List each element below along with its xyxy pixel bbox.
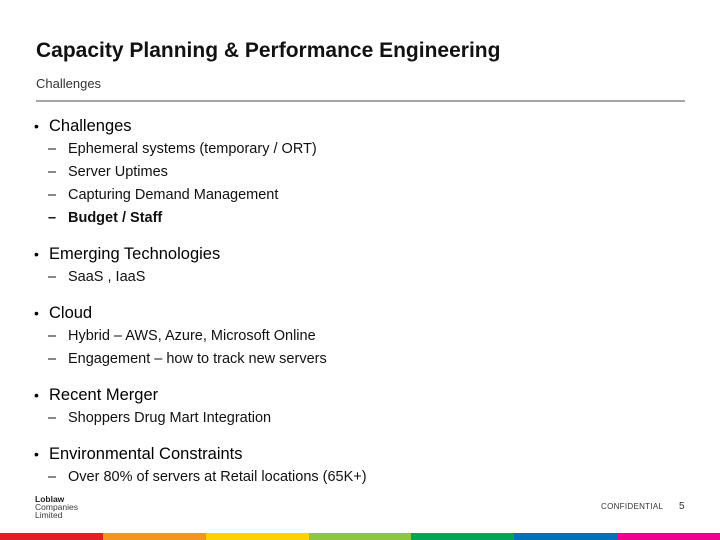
- bullet-dot-icon: •: [34, 305, 39, 321]
- bullet-item: • Cloud: [34, 303, 674, 325]
- bullet-heading: Recent Merger: [49, 386, 159, 404]
- sub-bullet-text: Shoppers Drug Mart Integration: [68, 410, 272, 426]
- bullet-heading: Environmental Constraints: [49, 445, 243, 463]
- sub-bullet-item: – Budget / Staff: [34, 208, 674, 231]
- sub-bullet-text: SaaS , IaaS: [68, 269, 146, 285]
- dash-icon: –: [48, 410, 57, 426]
- sub-bullet-text: Ephemeral systems (temporary / ORT): [68, 141, 317, 157]
- sub-bullet-text: Hybrid – AWS, Azure, Microsoft Online: [68, 328, 316, 344]
- bullet-section: • Environmental Constraints – Over 80% of s…: [34, 444, 674, 490]
- dash-icon: –: [48, 269, 57, 285]
- dash-icon: –: [48, 210, 57, 226]
- logo-line: Companies: [35, 502, 78, 512]
- sub-bullet-text: Budget / Staff: [68, 210, 163, 226]
- sub-bullet-text: Capturing Demand Management: [68, 187, 279, 203]
- bullet-heading: Challenges: [49, 117, 132, 135]
- dash-icon: –: [48, 328, 57, 344]
- logo-line: Loblaw: [35, 494, 65, 504]
- slide-title: Capacity Planning & Performance Engineer…: [36, 39, 501, 62]
- sub-bullet-item: – Shoppers Drug Mart Integration: [34, 408, 674, 431]
- sub-bullet-item: – Server Uptimes: [34, 162, 674, 185]
- dash-icon: –: [48, 141, 57, 157]
- page-number: 5: [679, 501, 685, 512]
- sub-bullet-item: – Hybrid – AWS, Azure, Microsoft Online: [34, 326, 674, 349]
- bullet-item: • Challenges: [34, 116, 674, 138]
- bullet-section: • Recent Merger – Shoppers Drug Mart Integr…: [34, 385, 674, 431]
- sub-bullet-item: – SaaS , IaaS: [34, 267, 674, 290]
- dash-icon: –: [48, 469, 57, 485]
- company-logo: Loblaw Companies Limited: [35, 494, 78, 520]
- bullet-section: • Challenges – Ephemeral systems (temporary…: [34, 116, 674, 231]
- color-bar-segment: [102, 533, 206, 540]
- bullet-item: • Emerging Technologies: [34, 244, 674, 266]
- bullet-dot-icon: •: [34, 446, 39, 462]
- bullet-item: • Environmental Constraints: [34, 444, 674, 466]
- sub-bullet-item: – Capturing Demand Management: [34, 185, 674, 208]
- sub-bullet-text: Over 80% of servers at Retail locations …: [68, 469, 367, 485]
- color-bar-segment: [0, 533, 103, 540]
- bullet-section: • Emerging Technologies – SaaS , IaaS: [34, 244, 674, 290]
- color-bar-segment: [617, 533, 720, 540]
- bullet-list: • Challenges – Ephemeral systems (temporary…: [34, 116, 674, 503]
- sub-bullet-text: Server Uptimes: [68, 164, 168, 180]
- brand-color-bar: [0, 533, 720, 540]
- slide-subtitle: Challenges: [36, 76, 102, 91]
- color-bar-segment: [205, 533, 309, 540]
- sub-bullet-item: – Engagement – how to track new servers: [34, 349, 674, 372]
- bullet-section: • Cloud – Hybrid – AWS, Azure, Microsoft On…: [34, 303, 674, 372]
- bullet-heading: Cloud: [49, 304, 93, 322]
- bullet-dot-icon: •: [34, 246, 39, 262]
- confidential-label: CONFIDENTIAL: [601, 502, 664, 511]
- dash-icon: –: [48, 351, 57, 367]
- bullet-item: • Recent Merger: [34, 385, 674, 407]
- sub-bullet-item: – Over 80% of servers at Retail locations…: [34, 467, 674, 490]
- color-bar-segment: [411, 533, 515, 540]
- header-divider: [36, 100, 685, 102]
- logo-line: Limited: [35, 510, 63, 520]
- sub-bullet-item: – Ephemeral systems (temporary / ORT): [34, 139, 674, 162]
- color-bar-segment: [514, 533, 618, 540]
- sub-bullet-text: Engagement – how to track new servers: [68, 351, 327, 367]
- bullet-dot-icon: •: [34, 387, 39, 403]
- dash-icon: –: [48, 164, 57, 180]
- color-bar-segment: [308, 533, 412, 540]
- dash-icon: –: [48, 187, 57, 203]
- bullet-heading: Emerging Technologies: [49, 245, 221, 263]
- bullet-dot-icon: •: [34, 118, 39, 134]
